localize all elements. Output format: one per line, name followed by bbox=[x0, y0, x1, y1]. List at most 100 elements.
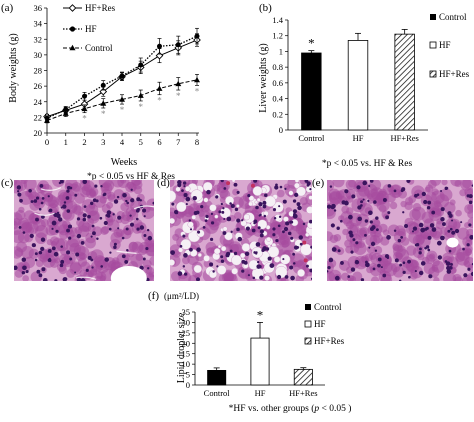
nucleus bbox=[289, 265, 294, 270]
data-point bbox=[157, 43, 162, 49]
panel-f-footnote: *HF vs. other groups (p < 0.05 ) bbox=[229, 403, 352, 414]
hepatocyte bbox=[450, 180, 462, 187]
lipid-vacuole bbox=[273, 256, 281, 263]
hepatocyte bbox=[352, 271, 363, 281]
nucleus bbox=[264, 193, 268, 198]
legend-label-hf-f: HF bbox=[314, 319, 326, 329]
nucleus bbox=[364, 233, 367, 237]
nucleus bbox=[47, 249, 52, 253]
nucleus bbox=[331, 203, 336, 209]
nucleus bbox=[368, 246, 371, 249]
x-tick-label: HF+Res bbox=[289, 388, 317, 398]
nucleus bbox=[357, 216, 362, 222]
x-tick-label: HF+Res bbox=[390, 133, 418, 143]
nucleus bbox=[218, 210, 222, 214]
nucleus bbox=[402, 270, 406, 275]
hepatocyte bbox=[433, 277, 440, 281]
y-tick-label: 22 bbox=[34, 112, 43, 122]
x-tick-label: Control bbox=[298, 133, 325, 143]
nucleus bbox=[462, 247, 465, 251]
nucleus bbox=[412, 226, 418, 231]
hepatocyte bbox=[276, 189, 285, 198]
hepatocyte bbox=[209, 220, 220, 231]
sinusoid bbox=[76, 276, 97, 280]
hepatocyte bbox=[452, 221, 461, 229]
nucleus bbox=[259, 275, 264, 280]
nucleus bbox=[136, 227, 140, 231]
x-tick-label: HF bbox=[353, 133, 364, 143]
nucleus bbox=[236, 218, 241, 223]
lipid-vacuole bbox=[252, 185, 263, 196]
nucleus bbox=[400, 236, 404, 239]
bar-control bbox=[301, 52, 322, 131]
nucleus bbox=[310, 245, 312, 249]
panel-f-unit: (μm²/LD) bbox=[164, 291, 199, 301]
nucleus bbox=[41, 267, 46, 272]
nucleus bbox=[420, 227, 426, 233]
nucleus bbox=[48, 257, 51, 260]
significance-star: * bbox=[257, 307, 264, 322]
legend-item-hf-res-b: HF+Res bbox=[429, 69, 470, 79]
lipid-vacuole bbox=[214, 214, 219, 219]
nucleus bbox=[220, 255, 224, 259]
hepatocyte bbox=[20, 180, 28, 185]
nucleus bbox=[305, 264, 309, 268]
nucleus bbox=[233, 182, 238, 187]
hepatocyte bbox=[378, 223, 388, 233]
nucleus bbox=[68, 224, 73, 229]
nucleus bbox=[215, 195, 219, 199]
nucleus bbox=[66, 185, 71, 190]
nucleus bbox=[103, 220, 108, 226]
nucleus bbox=[112, 213, 115, 216]
nucleus bbox=[293, 245, 299, 250]
nucleus bbox=[69, 257, 73, 261]
hepatocyte bbox=[133, 185, 143, 195]
nucleus bbox=[401, 187, 406, 192]
lipid-vacuole bbox=[248, 259, 259, 270]
nucleus bbox=[253, 180, 258, 183]
nucleus bbox=[431, 210, 436, 215]
hepatocyte bbox=[71, 204, 82, 214]
hepatocyte bbox=[112, 257, 120, 265]
y-tick-label: 28 bbox=[34, 66, 43, 76]
nucleus bbox=[247, 274, 250, 277]
hepatocyte bbox=[232, 188, 240, 196]
nucleus bbox=[382, 197, 387, 203]
lipid-vacuole bbox=[176, 201, 187, 213]
lipid-vacuole bbox=[170, 190, 177, 203]
hepatocyte bbox=[333, 233, 342, 242]
body-weight-line-chart: (a) Body weights (g) Weeks *p < 0.05 vs … bbox=[1, 2, 201, 182]
nucleus bbox=[100, 265, 104, 268]
nucleus bbox=[350, 250, 354, 254]
data-point bbox=[137, 92, 144, 98]
nucleus bbox=[177, 271, 183, 276]
nucleus bbox=[31, 243, 36, 248]
nucleus bbox=[393, 189, 397, 193]
red-blood-cell bbox=[226, 181, 231, 186]
panel-b-footnote: *p < 0.05 vs. HF & Res bbox=[322, 159, 413, 169]
nucleus bbox=[99, 216, 103, 220]
nucleus bbox=[205, 214, 209, 219]
hepatocyte bbox=[78, 220, 90, 232]
significance-star: * bbox=[101, 109, 106, 119]
nucleus bbox=[33, 199, 38, 203]
nucleus bbox=[62, 204, 67, 209]
nucleus bbox=[188, 219, 192, 222]
lipid-vacuole bbox=[235, 204, 240, 208]
y-tick-label: 0 bbox=[279, 125, 283, 135]
hepatocyte bbox=[30, 271, 43, 281]
data-point bbox=[100, 100, 107, 106]
nucleus bbox=[87, 214, 91, 219]
nucleus bbox=[415, 242, 420, 247]
nucleus bbox=[466, 243, 470, 247]
panel-label-a: (a) bbox=[1, 2, 14, 14]
hepatocyte bbox=[464, 257, 473, 269]
nucleus bbox=[185, 196, 191, 202]
nucleus bbox=[126, 201, 130, 205]
nucleus bbox=[223, 187, 227, 190]
nucleus bbox=[277, 274, 282, 280]
legend-label-hf-b: HF bbox=[439, 40, 451, 50]
nucleus bbox=[152, 201, 154, 205]
nucleus bbox=[275, 239, 279, 243]
lipid-vacuole bbox=[308, 195, 312, 200]
